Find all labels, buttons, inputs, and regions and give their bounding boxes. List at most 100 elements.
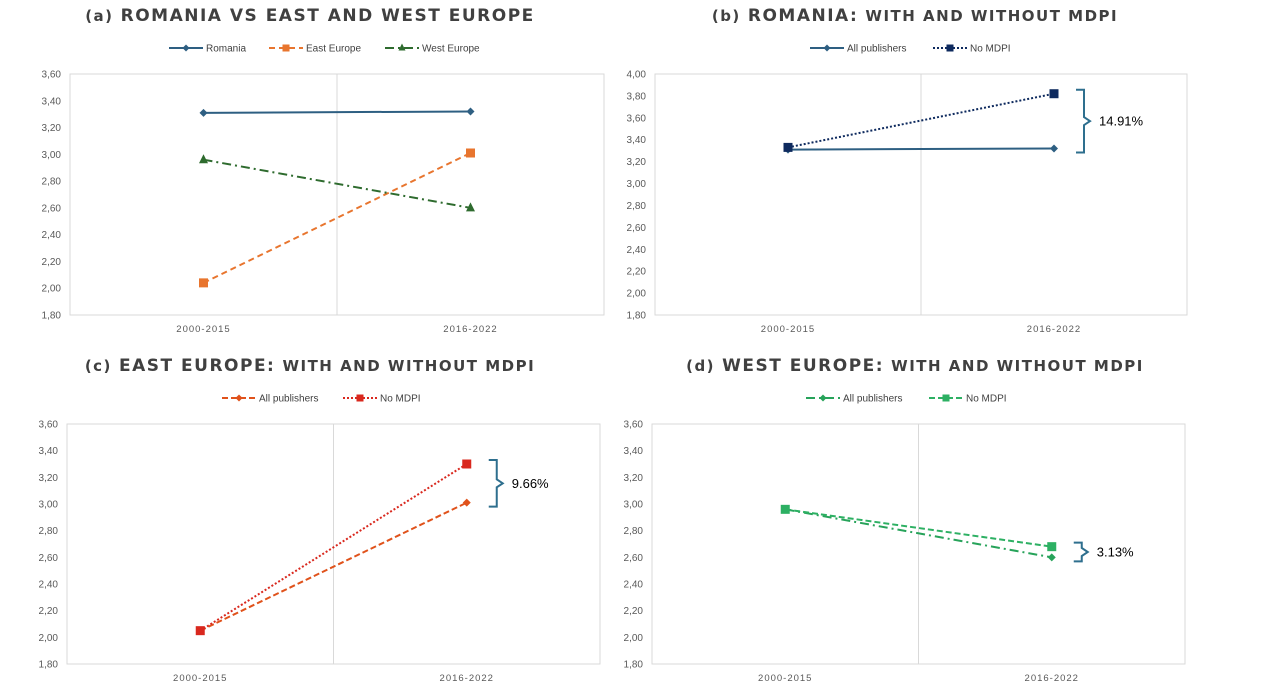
- legend-label: All publishers: [847, 44, 906, 55]
- series-line: [785, 508, 1052, 559]
- series-line: [199, 501, 468, 632]
- chart-title-main: ROMANIA VS EAST AND WEST EUROPE: [120, 6, 535, 26]
- chart-title-tag: (d): [686, 357, 716, 375]
- chart-title: (a) ROMANIA VS EAST AND WEST EUROPE: [0, 6, 620, 26]
- legend-marker: [398, 43, 406, 51]
- y-tick-label: 2,20: [624, 606, 644, 617]
- y-tick-label: 2,40: [42, 230, 62, 241]
- annotation-bracket: [1073, 541, 1090, 563]
- x-tick-label: 2016-2022: [1027, 324, 1081, 335]
- y-tick-label: 2,60: [39, 553, 59, 564]
- y-tick-label: 3,60: [42, 70, 62, 81]
- legend-label: No MDPI: [970, 44, 1011, 55]
- y-tick-label: 3,40: [39, 446, 59, 457]
- legend-marker: [946, 44, 954, 52]
- y-tick-label: 2,00: [42, 284, 62, 295]
- annotation-label: 14.91%: [1099, 114, 1144, 129]
- annotation-bracket: [1076, 88, 1092, 154]
- data-point: [780, 504, 790, 514]
- chart-title-sub: WITH AND WITHOUT MDPI: [282, 357, 536, 375]
- y-tick-label: 2,40: [627, 245, 647, 256]
- legend-label: No MDPI: [966, 394, 1007, 405]
- legend-label: All publishers: [843, 394, 902, 405]
- y-tick-label: 3,40: [42, 96, 62, 107]
- x-tick-label: 2016-2022: [1025, 673, 1079, 684]
- y-tick-label: 3,60: [624, 420, 644, 431]
- chart-title-sub: WITH AND WITHOUT MDPI: [865, 7, 1119, 25]
- y-tick-label: 2,40: [624, 580, 644, 591]
- series-line: [787, 147, 1055, 151]
- legend-label: No MDPI: [380, 394, 421, 405]
- legend-marker: [823, 44, 831, 52]
- legend-label: East Europe: [306, 44, 361, 55]
- chart-title-main: ROMANIA:: [747, 6, 859, 26]
- data-point: [1050, 144, 1058, 153]
- chart-title-tag: (a): [85, 7, 114, 25]
- legend-marker: [356, 394, 364, 402]
- y-tick-label: 3,00: [42, 150, 62, 161]
- chart-svg: 1,80 2,00 2,20 2,40 2,60 2,80 3,00 3,20 3,40 3,60…: [42, 43, 605, 335]
- y-tick-label: 2,80: [39, 526, 59, 537]
- legend-label: Romania: [206, 44, 246, 55]
- y-tick-label: 2,60: [624, 553, 644, 564]
- data-point: [466, 148, 475, 158]
- y-tick-label: 2,00: [39, 633, 59, 644]
- data-point: [1049, 89, 1059, 99]
- series-line: [199, 463, 468, 632]
- legend-label: West Europe: [422, 44, 480, 55]
- series-line: [203, 110, 471, 114]
- data-point: [199, 108, 208, 117]
- chart-svg: 1,80 2,00 2,20 2,40 2,60 2,80 3,00 3,20 3,40 3,60…: [624, 394, 1186, 684]
- y-tick-label: 2,60: [42, 203, 62, 214]
- y-tick-label: 3,00: [627, 179, 647, 190]
- chart-title: (c) EAST EUROPE: WITH AND WITHOUT MDPI: [0, 356, 620, 376]
- y-tick-label: 1,80: [627, 311, 647, 322]
- annotation-label: 9.66%: [512, 476, 549, 491]
- y-tick-label: 2,40: [39, 580, 59, 591]
- data-point: [195, 626, 205, 636]
- legend-marker: [819, 394, 827, 402]
- legend-label: All publishers: [259, 394, 318, 405]
- legend-marker: [282, 44, 290, 52]
- x-tick-label: 2016-2022: [440, 673, 494, 684]
- data-point: [199, 278, 208, 288]
- y-tick-label: 2,80: [627, 201, 647, 212]
- y-tick-label: 3,40: [624, 446, 644, 457]
- x-tick-label: 2000-2015: [761, 324, 815, 335]
- x-tick-label: 2000-2015: [758, 673, 812, 684]
- chart-title-main: WEST EUROPE:: [722, 356, 885, 376]
- data-point: [1047, 553, 1056, 562]
- annotation-bracket: [488, 459, 505, 508]
- y-tick-label: 3,40: [627, 135, 647, 146]
- y-tick-label: 4,00: [627, 70, 647, 81]
- series-line: [787, 92, 1055, 149]
- y-tick-label: 2,00: [627, 289, 647, 300]
- annotation-label: 3.13%: [1097, 545, 1134, 560]
- y-tick-label: 2,20: [627, 267, 647, 278]
- y-tick-label: 3,60: [627, 113, 647, 124]
- y-tick-label: 2,00: [624, 633, 644, 644]
- chart-title: (b) ROMANIA: WITH AND WITHOUT MDPI: [605, 6, 1225, 26]
- y-tick-label: 3,20: [42, 123, 62, 134]
- y-tick-label: 3,80: [627, 91, 647, 102]
- chart-title-main: EAST EUROPE:: [119, 356, 276, 376]
- x-tick-label: 2000-2015: [176, 324, 230, 335]
- y-tick-label: 2,60: [627, 223, 647, 234]
- chart-svg: 1,80 2,00 2,20 2,40 2,60 2,80 3,00 3,20 3,40 3,60…: [39, 394, 601, 684]
- y-tick-label: 3,00: [624, 500, 644, 511]
- y-tick-label: 2,80: [624, 526, 644, 537]
- legend-marker: [235, 394, 243, 402]
- legend-marker: [182, 44, 190, 52]
- data-point: [462, 459, 472, 469]
- chart-title-sub: WITH AND WITHOUT MDPI: [891, 357, 1144, 375]
- y-tick-label: 3,20: [39, 473, 59, 484]
- x-tick-label: 2016-2022: [443, 324, 497, 335]
- y-tick-label: 3,00: [39, 500, 59, 511]
- chart-title: (d) WEST EUROPE: WITH AND WITHOUT MDPI: [605, 356, 1225, 376]
- data-point: [783, 142, 793, 152]
- chart-title-tag: (b): [711, 7, 741, 25]
- y-tick-label: 1,80: [624, 660, 644, 671]
- y-tick-label: 1,80: [42, 311, 62, 322]
- chart-title-tag: (c): [84, 357, 112, 375]
- data-point: [462, 498, 471, 507]
